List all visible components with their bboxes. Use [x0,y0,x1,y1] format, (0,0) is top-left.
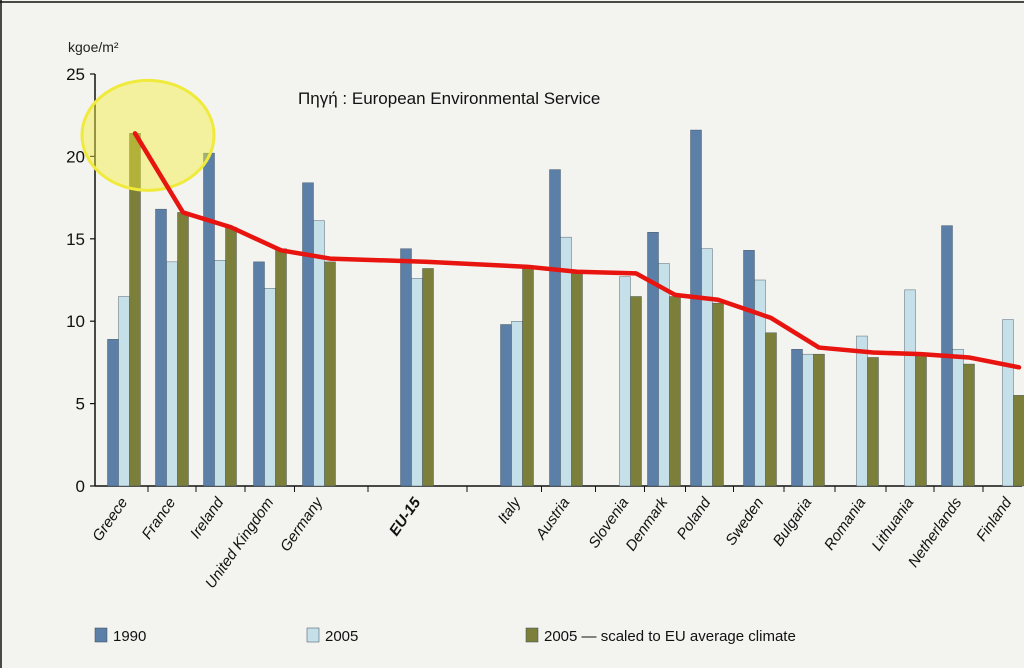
bar-france-1990 [155,208,167,487]
overlays [80,78,1022,370]
legend-swatch [306,627,320,643]
legend-swatch [94,627,108,643]
bar-sweden-1990 [743,250,755,487]
y-axis-label: kgoe/m² [68,39,119,55]
bar-italy-2005 [522,268,534,487]
bar-slovenia-2005 [619,276,631,487]
bar-eu-15-1990 [400,248,412,487]
trend-line [132,131,1022,370]
bar-bulgaria-1990 [791,349,803,487]
bar-austria-2005 [560,236,572,487]
bar-slovenia-2005 [630,296,642,487]
bar-bulgaria-2005 [802,353,814,487]
y-tick-label: 15 [66,230,85,249]
legend: 1990 2005 2005 — scaled to EU average clim… [94,627,796,645]
bar-italy-1990 [500,324,512,487]
legend-label: 2005 — scaled to EU average climate [544,628,796,645]
bar-ireland-2005 [214,260,226,487]
bar-ireland-1990 [203,152,215,487]
bar-greece-1990 [107,339,119,487]
bar-united-kingdom-2005 [275,248,287,487]
bar-denmark-2005 [658,263,670,487]
bar-ireland-2005 [225,227,237,487]
bar-germany-2005 [324,261,336,487]
bar-germany-1990 [302,182,314,487]
bar-denmark-2005 [669,296,681,487]
bar-netherlands-2005 [952,349,964,487]
source-note: Πηγή : European Environmental Service [298,89,600,108]
legend-label: 2005 [325,628,358,645]
bar-bulgaria-2005 [813,353,825,487]
highlight-circle [80,78,216,192]
bar-finland-2005 [1013,395,1024,487]
y-tick-label: 10 [66,312,85,331]
y-tick-label: 0 [76,477,85,496]
bar-poland-1990 [690,129,702,487]
bar-germany-2005 [313,220,325,487]
bar-united-kingdom-2005 [264,288,276,487]
bar-poland-2005 [701,248,713,487]
bar-denmark-1990 [647,232,659,487]
y-tick-label: 25 [66,65,85,84]
bar-france-2005 [177,212,189,487]
bar-romania-2005 [867,357,879,487]
legend-label: 1990 [113,628,146,645]
bar-sweden-2005 [765,332,777,487]
bar-italy-2005 [511,321,523,487]
bars [107,129,1024,492]
bar-eu-15-2005 [422,268,434,487]
bar-france-2005 [166,261,178,487]
y-tick-label: 20 [66,147,85,166]
bar-greece-2005 [118,296,130,487]
bar-romania-2005 [856,335,868,487]
bar-poland-2005 [712,302,724,487]
bar-austria-1990 [549,169,561,487]
legend-swatch [525,627,539,643]
bar-united-kingdom-1990 [253,261,265,487]
bar-finland-2005 [1002,319,1014,487]
bar-lithuania-2005 [904,289,916,487]
y-tick-label: 5 [76,395,85,414]
bar-lithuania-2005 [915,355,927,487]
bar-austria-2005 [571,271,583,487]
bar-eu-15-2005 [411,278,423,487]
bar-netherlands-2005 [963,363,975,487]
